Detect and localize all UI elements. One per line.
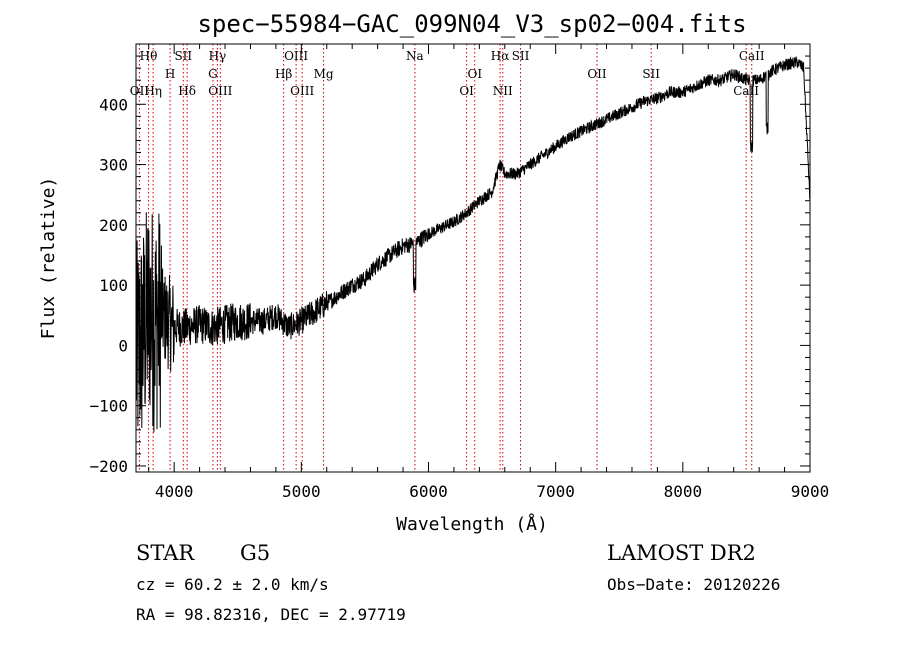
- spectrum-line: [135, 56, 811, 433]
- spectral-line-label: SII: [642, 67, 660, 81]
- spectral-line-label: OI: [459, 84, 474, 98]
- x-tick-label: 6000: [409, 482, 448, 501]
- spectral-line-label: OI: [467, 67, 482, 81]
- spectral-line-label: Hη: [144, 84, 162, 98]
- y-tick-label: 300: [99, 156, 128, 175]
- spectral-line-label: Hβ: [275, 67, 292, 81]
- x-axis: 4000 5000 6000 7000 8000 9000: [148, 44, 830, 501]
- x-tick-label: 5000: [282, 482, 321, 501]
- x-tick-label: 9000: [791, 482, 830, 501]
- spectral-line-label: CaII: [733, 84, 759, 98]
- redshift-cz: cz = 60.2 ± 2.0 km/s: [136, 575, 329, 594]
- plot-frame: [135, 43, 811, 473]
- ra-dec-coordinates: RA = 98.82316, DEC = 2.97719: [136, 605, 406, 624]
- spectral-line-label: Hγ: [209, 49, 227, 63]
- y-tick-label: 400: [99, 95, 128, 114]
- x-tick-label: 8000: [664, 482, 703, 501]
- spectral-line-label: SII: [512, 49, 530, 63]
- spectral-line-label: Hθ: [140, 49, 158, 63]
- spectral-line-label: SII: [174, 49, 192, 63]
- survey-name: LAMOST DR2: [607, 541, 756, 565]
- object-subclass: G5: [240, 541, 270, 565]
- spectral-line-label: H: [165, 67, 175, 81]
- x-tick-label: 7000: [536, 482, 575, 501]
- y-tick-label: 100: [99, 276, 128, 295]
- spectral-line-label: OIII: [290, 84, 314, 98]
- y-tick-label: −100: [89, 397, 128, 416]
- x-tick-label: 4000: [155, 482, 194, 501]
- spectral-line-label: Mg: [314, 67, 334, 81]
- y-axis: −200 −100 0 100 200 300 400: [89, 55, 810, 476]
- spectral-line-label: OII: [130, 84, 150, 98]
- spectral-line-labels: HθHηOIIHSIIHδHγGOIIIOIIIHβOIIIMgNaOIOIHα…: [130, 49, 765, 98]
- y-tick-label: 200: [99, 216, 128, 235]
- spectral-line-label: OIII: [208, 84, 232, 98]
- x-axis-label: Wavelength (Å): [396, 513, 548, 535]
- y-tick-label: 0: [118, 336, 128, 355]
- object-class: STAR: [136, 541, 195, 565]
- spectral-line-label: OII: [587, 67, 607, 81]
- spectral-line-label: Hδ: [178, 84, 196, 98]
- spectral-line-label: NII: [493, 84, 513, 98]
- observation-date: Obs−Date: 20120226: [607, 575, 780, 594]
- y-axis-label: Flux (relative): [38, 177, 59, 340]
- spectral-line-label: CaII: [739, 49, 765, 63]
- spectral-line-markers: [138, 44, 753, 472]
- spectral-line-label: G: [208, 67, 218, 81]
- spectral-line-label: Hα: [491, 49, 510, 63]
- y-tick-label: −200: [89, 457, 128, 476]
- spectral-line-label: OIII: [284, 49, 308, 63]
- spectral-line-label: Na: [406, 49, 424, 63]
- chart-title: spec−55984−GAC_099N04_V3_sp02−004.fits: [197, 10, 746, 38]
